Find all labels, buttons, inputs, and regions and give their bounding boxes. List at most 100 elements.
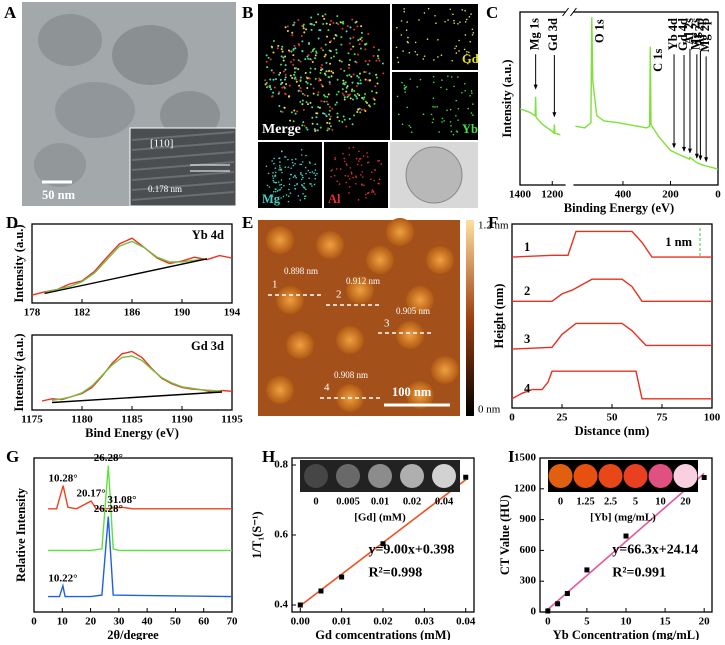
map-dot — [341, 121, 343, 123]
map-dot — [282, 57, 284, 59]
map-dot — [396, 27, 398, 29]
map-dot — [406, 86, 408, 88]
map-dot — [437, 39, 439, 41]
peak-label: 20.17° — [76, 488, 105, 500]
x-tick-label: 400 — [615, 189, 632, 201]
map-dot — [328, 93, 330, 95]
map-dot — [291, 77, 293, 79]
map-dot — [446, 110, 448, 112]
map-dot — [411, 131, 413, 133]
map-dot — [278, 169, 280, 171]
particle — [366, 246, 394, 274]
map-dot — [343, 70, 345, 72]
map-dot — [340, 68, 342, 70]
tile-label: Mg — [262, 192, 281, 206]
map-dot — [416, 54, 418, 56]
map-dot — [442, 118, 444, 120]
map-dot — [287, 30, 289, 32]
map-dot — [348, 74, 350, 76]
x-tick-label: 1185 — [121, 414, 143, 426]
map-dot — [312, 123, 314, 125]
x-axis-label: Distance (nm) — [575, 424, 650, 438]
map-dot — [415, 42, 417, 44]
map-dot — [336, 168, 338, 170]
map-dot — [306, 129, 308, 131]
map-dot — [349, 26, 351, 28]
map-dot — [307, 95, 309, 97]
map-dot — [351, 173, 353, 175]
map-dot — [367, 162, 369, 164]
map-dot — [328, 76, 330, 78]
map-dot — [311, 29, 313, 31]
map-dot — [378, 49, 380, 51]
x-tick-label: 178 — [24, 307, 41, 319]
map-dot — [275, 172, 277, 174]
map-dot — [337, 116, 339, 118]
map-dot — [450, 121, 452, 123]
map-dot — [273, 177, 275, 179]
map-dot — [339, 183, 341, 185]
data-point — [584, 567, 589, 572]
map-dot — [301, 35, 303, 37]
map-dot — [361, 37, 363, 39]
map-dot — [288, 189, 290, 191]
map-dot — [330, 50, 332, 52]
peak-label: C 1s — [651, 48, 665, 71]
map-dot — [450, 109, 452, 111]
map-dot — [305, 155, 307, 157]
data-point — [555, 601, 560, 606]
map-dot — [315, 78, 317, 80]
map-dot — [355, 183, 357, 185]
map-dot — [372, 189, 374, 191]
map-dot — [378, 183, 380, 185]
map-dot — [284, 87, 286, 89]
map-dot — [293, 45, 295, 47]
map-dot — [472, 103, 474, 105]
map-dot — [342, 80, 344, 82]
arrow-head — [672, 143, 676, 148]
map-dot — [317, 13, 319, 15]
map-dot — [461, 92, 463, 94]
map-dot — [358, 199, 360, 201]
map-dot — [338, 91, 340, 93]
x-tick-label: 0 — [31, 616, 37, 628]
map-dot — [293, 176, 295, 178]
inset-direction: [110] — [150, 138, 173, 150]
data-line — [45, 259, 208, 294]
map-dot — [420, 79, 422, 81]
map-dot — [371, 191, 373, 193]
map-dot — [447, 19, 449, 21]
map-dot — [457, 119, 459, 121]
x-tick-label: 200 — [662, 189, 679, 201]
y-tick-label: 0 — [531, 606, 537, 618]
map-dot — [303, 183, 305, 185]
map-dot — [275, 188, 277, 190]
peak-label: 10.22° — [48, 572, 77, 584]
map-dot — [304, 198, 306, 200]
map-dot — [314, 130, 316, 132]
map-dot — [332, 72, 334, 74]
map-dot — [326, 96, 328, 98]
panel-label: E — [242, 213, 253, 232]
map-dot — [339, 60, 341, 62]
map-dot — [398, 62, 400, 64]
phantom-tube — [549, 464, 573, 488]
map-dot — [285, 156, 287, 158]
peak-label: O 1s — [593, 19, 607, 43]
map-dot — [409, 52, 411, 54]
map-dot — [335, 34, 337, 36]
x-tick-label: 0 — [545, 616, 551, 628]
map-dot — [281, 87, 283, 89]
map-dot — [346, 75, 348, 77]
map-dot — [319, 72, 321, 74]
map-dot — [305, 189, 307, 191]
map-dot — [293, 110, 295, 112]
map-dot — [352, 46, 354, 48]
map-dot — [454, 48, 456, 50]
map-dot — [291, 111, 293, 113]
map-dot — [341, 22, 343, 24]
x-tick-label: 100 — [704, 412, 721, 424]
x-tick-label: 60 — [198, 616, 210, 628]
inset-label: 0.02 — [403, 496, 421, 507]
phantom-tube — [599, 464, 623, 488]
